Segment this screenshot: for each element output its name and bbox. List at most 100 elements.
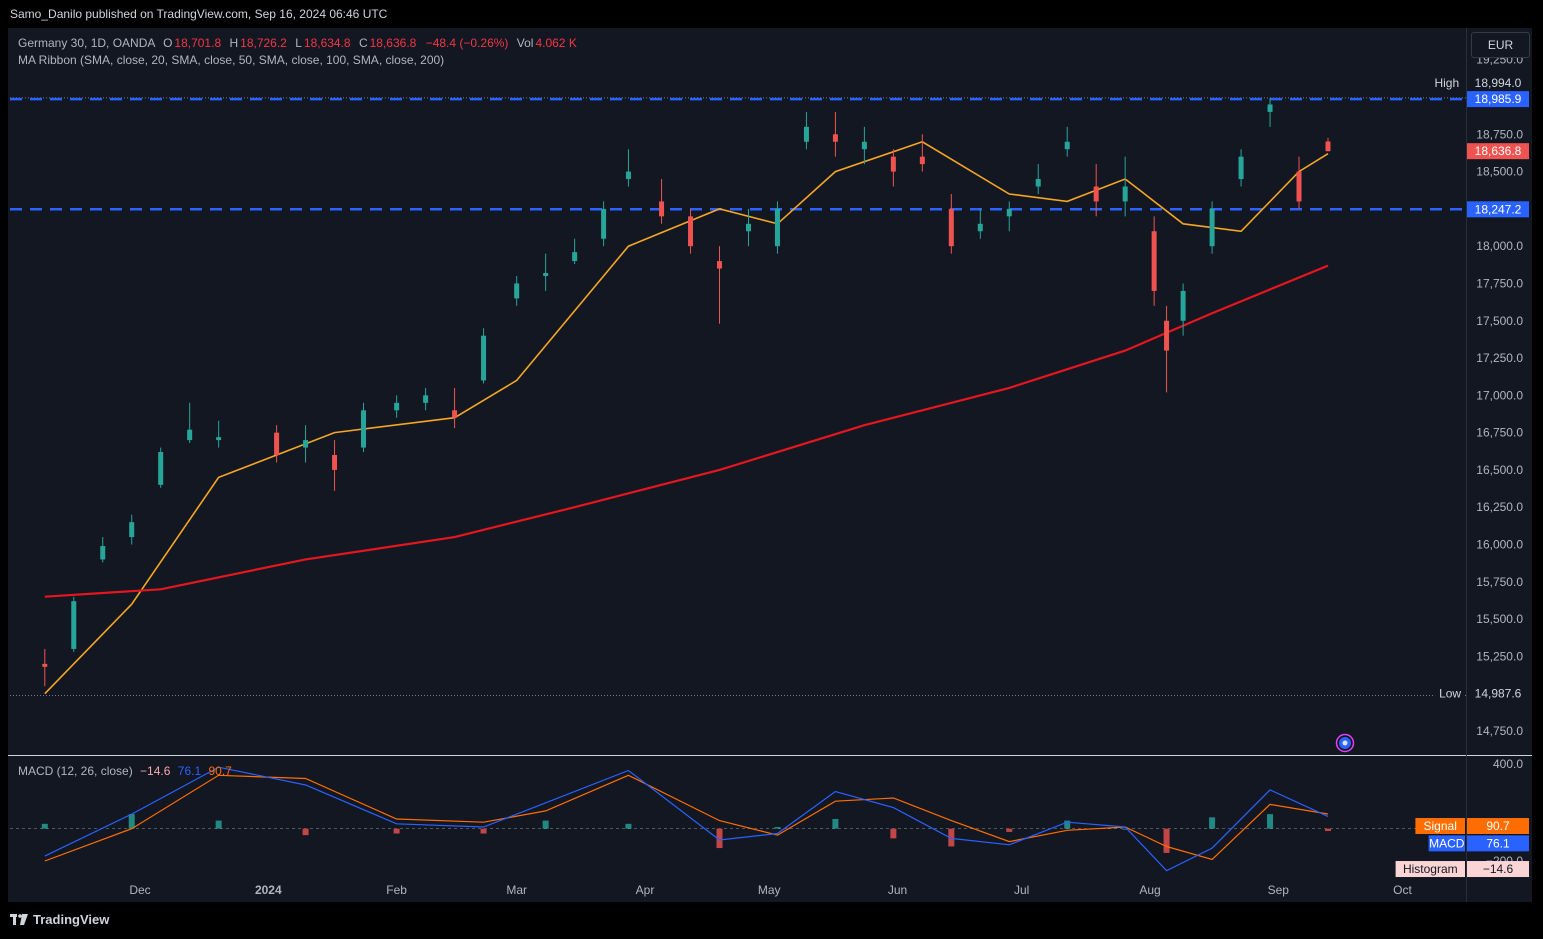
- macd-histogram-bar: [1209, 817, 1216, 829]
- candle: [774, 201, 780, 254]
- macd-histogram-bar: [1324, 828, 1331, 832]
- symbol-title[interactable]: Germany 30, 1D, OANDA: [18, 36, 155, 50]
- macd-legend-macd: 76.1: [177, 764, 202, 778]
- macd-histogram-bar: [716, 828, 723, 849]
- low-value: 18,634.8: [303, 36, 351, 50]
- time-tick-label: 2024: [255, 883, 282, 897]
- horizontal-levels: [10, 97, 1466, 211]
- macd-histogram-bar: [832, 818, 839, 829]
- price-scale: 19,250.018,750.018,500.018,000.017,750.0…: [1395, 53, 1529, 878]
- candle: [158, 447, 164, 488]
- ma-ribbon-legend[interactable]: MA Ribbon (SMA, close, 20, SMA, close, 5…: [18, 53, 445, 67]
- candle: [659, 179, 665, 224]
- candle-body: [481, 335, 487, 381]
- sma-20-line: [44, 140, 1329, 695]
- candle: [919, 134, 925, 172]
- candle-body: [977, 223, 983, 232]
- last-price-tag-value: 18,636.8: [1475, 144, 1522, 158]
- macd-tag-box: [1467, 835, 1529, 852]
- candle-body: [832, 134, 838, 142]
- macd-tag-value: 76.1: [1486, 836, 1510, 850]
- price-tick-label: 17,250.0: [1476, 351, 1523, 365]
- candle-body: [187, 429, 193, 441]
- candle-body: [601, 208, 607, 239]
- candle-body: [100, 546, 106, 560]
- price-tick-label: 15,500.0: [1476, 612, 1523, 626]
- macd-histogram-bar: [774, 827, 781, 829]
- candle-body: [1164, 320, 1170, 351]
- tradingview-logo-icon: [10, 914, 28, 925]
- candle: [832, 111, 838, 157]
- macd-histogram-bar: [890, 828, 897, 839]
- volume-value: 4.062 K: [535, 36, 577, 50]
- scale-border: [1466, 28, 1467, 902]
- currency-button[interactable]: EUR: [1471, 32, 1530, 58]
- candle-body: [1325, 141, 1331, 152]
- high-tag-label-box: [1428, 74, 1465, 91]
- candle: [601, 201, 607, 247]
- candle-body: [919, 156, 925, 165]
- candle: [423, 387, 429, 411]
- candle: [1151, 216, 1157, 306]
- sma-200-line: [44, 264, 1329, 598]
- candle-body: [423, 395, 429, 403]
- candle: [1296, 156, 1302, 209]
- price-tick-label: 18,000.0: [1476, 239, 1523, 253]
- candle: [977, 208, 983, 239]
- time-tick-label: Sep: [1268, 883, 1290, 897]
- candle: [71, 596, 77, 652]
- open-label: O: [163, 36, 173, 50]
- candle-body: [745, 223, 751, 232]
- candle-body: [1151, 231, 1157, 291]
- macd-histogram-bar: [215, 820, 222, 829]
- target-badge-icon[interactable]: [1335, 733, 1355, 753]
- histogram-tag-label: Histogram: [1403, 862, 1458, 876]
- price-tick-label: 18,500.0: [1476, 165, 1523, 179]
- macd-histogram-bar: [625, 823, 632, 829]
- signal-tag-label-box: [1415, 818, 1465, 835]
- candle-body: [717, 261, 723, 269]
- candle-body: [514, 283, 520, 299]
- high-value: 18,726.2: [240, 36, 287, 50]
- pane-separator: [8, 755, 1532, 756]
- macd-histogram-bar: [1163, 828, 1170, 853]
- candle-body: [1035, 179, 1041, 187]
- candle: [129, 514, 135, 545]
- candle-body: [1267, 104, 1273, 112]
- macd-legend: MACD (12, 26, close) −14.6 76.1 90.7: [18, 764, 232, 778]
- price-tick-label: 17,000.0: [1476, 388, 1523, 402]
- tradingview-logo[interactable]: TradingView: [10, 912, 109, 927]
- macd-signal-line: [44, 774, 1329, 862]
- macd-pane: [10, 766, 1466, 872]
- candle-body: [303, 440, 309, 448]
- candle: [803, 111, 809, 150]
- candle: [1093, 164, 1099, 217]
- signal-tag-value: 90.7: [1486, 819, 1510, 833]
- candle: [1209, 201, 1215, 254]
- time-tick-label: Jun: [888, 883, 907, 897]
- macd-title[interactable]: MACD (12, 26, close): [18, 764, 133, 778]
- candle-body: [1296, 171, 1302, 202]
- time-tick-label: Oct: [1393, 883, 1412, 897]
- close-label: C: [358, 36, 368, 50]
- open-value: 18,701.8: [174, 36, 222, 50]
- time-axis: Dec 2024 Feb Mar Apr May Jun Jul Aug Sep Oct: [129, 883, 1412, 897]
- candle-body: [71, 601, 77, 649]
- candle: [1035, 164, 1041, 194]
- top-bar: Samo_Danilo published on TradingView.com…: [0, 0, 1543, 28]
- candle: [303, 425, 309, 463]
- candle: [274, 425, 280, 463]
- volume-label: Vol: [516, 36, 534, 50]
- histogram-tag-box: [1467, 861, 1529, 878]
- signal-tag-label: Signal: [1424, 819, 1457, 833]
- candle-body: [1238, 156, 1244, 180]
- candle-body: [1006, 208, 1012, 217]
- time-tick-label: Aug: [1139, 883, 1160, 897]
- candle-body: [948, 208, 954, 247]
- macd-histogram-bar: [41, 823, 48, 829]
- change-value: −48.4 (−0.26%): [425, 36, 509, 50]
- high-tag-label: High: [1434, 76, 1459, 90]
- candle: [1006, 201, 1012, 232]
- price-tick-label: 16,250.0: [1476, 500, 1523, 514]
